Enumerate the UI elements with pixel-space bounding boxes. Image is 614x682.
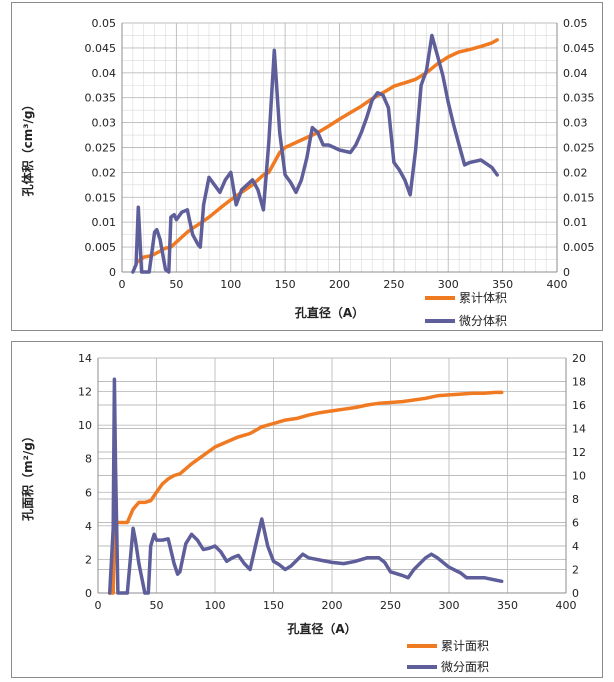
y-tick-label: 12	[78, 386, 92, 399]
y-tick-label: 0.02	[92, 166, 117, 179]
y2-tick-label: 18	[572, 376, 586, 389]
x-axis-title: 孔直径（A）	[295, 305, 364, 320]
y2-tick-label: 0.045	[563, 42, 595, 55]
y2-tick-label: 20	[572, 352, 586, 365]
x-tick-label: 100	[205, 599, 226, 612]
y2-tick-label: 8	[572, 493, 579, 506]
y2-tick-label: 12	[572, 446, 586, 459]
y2-tick-label: 6	[572, 517, 579, 530]
y2-tick-label: 0.05	[563, 17, 588, 30]
y2-tick-label: 0.025	[563, 142, 595, 155]
y-axis-title: 孔面积（m²/g）	[20, 430, 35, 521]
y-tick-label: 0.01	[92, 216, 117, 229]
y-tick-label: 0	[85, 587, 92, 600]
series-line-cumulative	[107, 390, 504, 595]
legend-label: 微分面积	[441, 660, 489, 674]
x-tick-label: 400	[556, 599, 577, 612]
y2-tick-label: 4	[572, 540, 579, 553]
y-tick-label: 2	[85, 553, 92, 566]
legend-label: 累计面积	[441, 639, 489, 653]
y-tick-label: 0.005	[85, 241, 117, 254]
y-tick-label: 0.05	[92, 17, 117, 30]
y2-tick-label: 0.01	[563, 216, 588, 229]
y2-tick-label: 0.035	[563, 92, 595, 105]
y-tick-label: 0	[109, 266, 116, 279]
y2-tick-label: 0.02	[563, 166, 588, 179]
y2-tick-label: 0	[572, 587, 579, 600]
y2-tick-label: 0	[563, 266, 570, 279]
x-axis-title: 孔直径（A）	[287, 621, 356, 636]
y2-tick-label: 14	[572, 423, 586, 436]
y-tick-label: 6	[85, 486, 92, 499]
x-tick-label: 350	[497, 599, 518, 612]
y-tick-label: 0.03	[92, 117, 117, 130]
x-tick-label: 300	[438, 278, 459, 291]
x-tick-label: 50	[150, 599, 164, 612]
y2-tick-label: 0.04	[563, 67, 588, 80]
y-tick-label: 0.035	[85, 92, 117, 105]
y2-tick-label: 0.005	[563, 241, 595, 254]
x-tick-label: 0	[119, 278, 126, 291]
x-tick-label: 100	[220, 278, 241, 291]
y-tick-label: 0.045	[85, 42, 117, 55]
y2-tick-label: 0.015	[563, 191, 595, 204]
x-tick-label: 200	[329, 278, 350, 291]
y-tick-label: 8	[85, 453, 92, 466]
x-tick-label: 200	[322, 599, 343, 612]
x-tick-label: 150	[263, 599, 284, 612]
y-tick-label: 4	[85, 520, 92, 533]
y2-tick-label: 10	[572, 470, 586, 483]
series-line-differential	[131, 33, 499, 274]
y-tick-label: 0.015	[85, 191, 117, 204]
y-tick-label: 14	[78, 352, 92, 365]
y2-tick-label: 2	[572, 564, 579, 577]
y-tick-label: 0.025	[85, 142, 117, 155]
x-tick-label: 350	[492, 278, 513, 291]
x-tick-label: 400	[547, 278, 568, 291]
y2-tick-label: 16	[572, 399, 586, 412]
pore-volume-chart-panel: 0 0.005 0.01 0.015 0.02 0.025 0.03 0.035 0.04 0.0…	[11, 2, 603, 331]
y-tick-label: 10	[78, 419, 92, 432]
y-axis-title: 孔体积（cm³/g）	[20, 99, 35, 197]
x-tick-label: 250	[380, 599, 401, 612]
legend-label: 累计体积	[459, 291, 507, 305]
x-tick-label: 300	[439, 599, 460, 612]
pore-area-chart-panel: 0 2 4 6 8 10 12 14 0 2 4 6 8 10 12 14 16 18 20 0 50 100 150 200…	[11, 341, 603, 678]
y2-tick-label: 0.03	[563, 117, 588, 130]
series-line-differential	[107, 377, 504, 595]
x-tick-label: 50	[169, 278, 183, 291]
pore-volume-chart: 0 0.005 0.01 0.015 0.02 0.025 0.03 0.035 0.04 0.0…	[20, 17, 595, 328]
y-tick-label: 0.04	[92, 67, 117, 80]
x-tick-label: 150	[275, 278, 296, 291]
x-tick-label: 250	[383, 278, 404, 291]
x-tick-label: 0	[95, 599, 102, 612]
legend-label: 微分体积	[459, 314, 507, 328]
